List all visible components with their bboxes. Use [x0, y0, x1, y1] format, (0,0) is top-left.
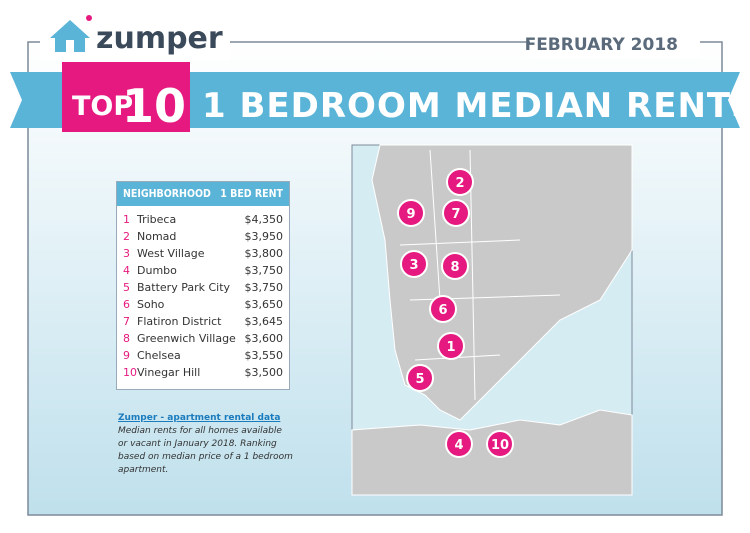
table-cell: $3,550 — [244, 349, 284, 362]
table-cell: 2 — [123, 230, 130, 243]
table-cell: 3 — [123, 247, 130, 260]
table-cell: $3,650 — [244, 298, 284, 311]
marker — [445, 430, 473, 458]
table-row: 8 Greenwich Village $3,600 — [123, 330, 283, 347]
banner-top: TOP — [72, 91, 133, 122]
marker-label: 2 — [455, 176, 464, 191]
date: FEBRUARY 2018 — [525, 35, 678, 55]
table-cell: $4,350 — [244, 213, 284, 226]
header-cell: 1 BED RENT — [220, 188, 283, 200]
logo-house — [50, 20, 90, 52]
marker-label: 3 — [409, 258, 418, 273]
table-cell: Greenwich Village — [137, 332, 236, 345]
marker-label: 7 — [451, 207, 460, 222]
table-cell: $3,600 — [244, 332, 284, 345]
marker-label: 6 — [438, 303, 447, 318]
marker — [442, 199, 470, 227]
table-cell: Chelsea — [137, 349, 181, 362]
table-cell: $3,750 — [244, 264, 284, 277]
table-cell: 1 — [123, 213, 130, 226]
table-cell: 6 — [123, 298, 130, 311]
table-row: 9 Chelsea $3,550 — [123, 347, 283, 364]
header-cell: NEIGHBORHOOD — [123, 188, 211, 200]
table-cell: Flatiron District — [137, 315, 222, 328]
table-cell: 10 — [123, 366, 137, 379]
marker — [397, 199, 425, 227]
table-row: 7 Flatiron District $3,645 — [123, 313, 283, 330]
marker-label: 8 — [450, 260, 459, 275]
table-cell: $3,750 — [244, 281, 284, 294]
table-row: 5 Battery Park City $3,750 — [123, 279, 283, 296]
table-cell: $3,950 — [244, 230, 284, 243]
marker — [441, 252, 469, 280]
streets — [399, 149, 561, 401]
table-cell: $3,500 — [244, 366, 284, 379]
marker — [429, 295, 457, 323]
table-row: 2 Nomad $3,950 — [123, 228, 283, 245]
note-text: Median rents for all homes available or … — [118, 426, 293, 475]
banner-number: 10 — [122, 79, 186, 133]
table-row: 10 Vinegar Hill $3,500 — [123, 364, 283, 381]
table-row: 4 Dumbo $3,750 — [123, 262, 283, 279]
marker-label: 5 — [415, 372, 424, 387]
table-body: 1 Tribeca $4,350 2 Nomad $3,950 3 West Village $… — [117, 206, 289, 389]
table-cell: Soho — [137, 298, 165, 311]
table-cell: 5 — [123, 281, 130, 294]
rent-table: NEIGHBORHOOD 1 BED RENT 1 Tribeca $4,350 2 N… — [116, 181, 290, 390]
marker-label: 1 — [446, 340, 455, 355]
marker-label: 9 — [406, 207, 415, 222]
table-cell: $3,800 — [244, 247, 284, 260]
note-title: Zumper - apartment rental data — [118, 413, 281, 423]
marker-label: 10 — [491, 438, 509, 453]
banner — [10, 72, 740, 128]
marker — [400, 250, 428, 278]
table-cell: $3,645 — [244, 315, 284, 328]
brand: zumper — [96, 21, 223, 56]
top-box — [62, 62, 190, 132]
marker — [446, 168, 474, 196]
marker-label: 4 — [454, 438, 463, 453]
table-cell: Tribeca — [137, 213, 177, 226]
table-row: 6 Soho $3,650 — [123, 296, 283, 313]
table-header: NEIGHBORHOOD 1 BED RENT — [117, 182, 289, 206]
note: Zumper - apartment rental data Median re… — [118, 412, 293, 477]
table-cell: Vinegar Hill — [137, 366, 201, 379]
logo-heart — [86, 15, 92, 21]
table-cell: 9 — [123, 349, 130, 362]
banner-title: 1 BEDROOM MEDIAN RENTS — [202, 86, 750, 126]
table-cell: Nomad — [137, 230, 177, 243]
table-cell: 4 — [123, 264, 130, 277]
table-cell: West Village — [137, 247, 205, 260]
table-row: 1 Tribeca $4,350 — [123, 211, 283, 228]
marker — [486, 430, 514, 458]
manhattan — [371, 144, 633, 421]
table-cell: 7 — [123, 315, 130, 328]
date-bg — [530, 28, 700, 58]
markers: 1 2 3 4 5 6 7 8 9 10 — [397, 168, 514, 458]
table-row: 3 West Village $3,800 — [123, 245, 283, 262]
logo-door — [66, 40, 74, 52]
table-cell: Battery Park City — [137, 281, 231, 294]
table-cell: Dumbo — [137, 264, 177, 277]
marker — [406, 364, 434, 392]
table-cell: 8 — [123, 332, 130, 345]
marker — [437, 332, 465, 360]
